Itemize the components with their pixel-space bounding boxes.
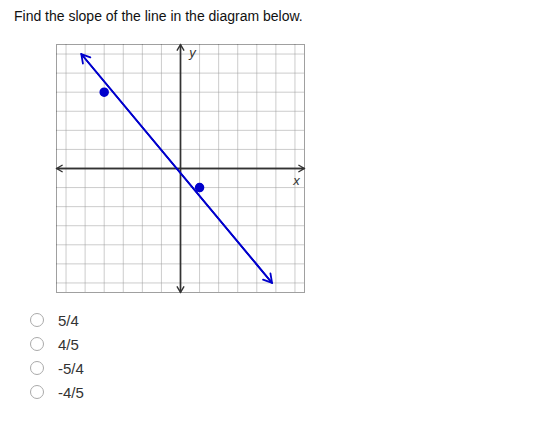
html-text:4/5: 4/5 xyxy=(58,335,79,353)
html-text:-5/4: -5/4 xyxy=(58,359,84,377)
html-text:5/4: 5/4 xyxy=(58,311,79,329)
html-text:Find the slope of the line in: Find the slope of the line in the diagra… xyxy=(14,8,303,24)
html-text:-4/5: -4/5 xyxy=(58,383,84,401)
svg-text:x: x xyxy=(292,173,300,188)
svg-text:y: y xyxy=(188,45,197,60)
